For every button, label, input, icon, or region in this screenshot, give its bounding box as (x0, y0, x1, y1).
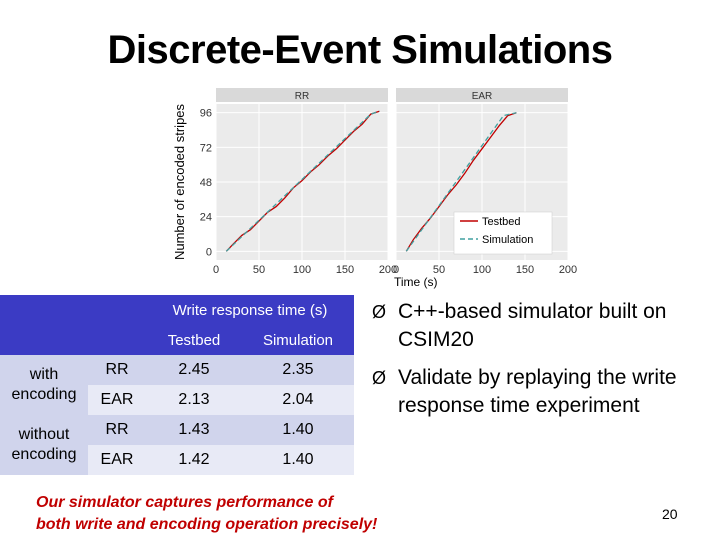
y-tick-label: 0 (206, 246, 212, 258)
bullet-item: Ø Validate by replaying the write respon… (372, 364, 702, 420)
table-row: with encoding RR 2.45 2.35 (0, 355, 354, 415)
simulation-cell: 2.35 (242, 355, 354, 385)
series-line-testbed (405, 112, 517, 252)
y-axis-label: Number of encoded stripes (172, 103, 187, 260)
x-tick-label: 100 (293, 264, 311, 276)
x-tick-label: 200 (379, 264, 397, 276)
simulation-cell: 2.04 (242, 385, 354, 415)
y-tick-label: 24 (200, 212, 212, 224)
table-header-row-1: Write response time (s) (0, 295, 354, 355)
table-row: EAR 1.42 1.40 (0, 445, 354, 475)
conclusion-line1: Our simulator captures performance of (36, 494, 333, 511)
table-header-row-2: Testbed Simulation (0, 325, 354, 355)
x-tick-label: 50 (253, 264, 265, 276)
testbed-cell: 2.13 (146, 385, 242, 415)
y-tick-label: 96 (200, 108, 212, 120)
x-tick-label: 0 (393, 264, 399, 276)
series-line-simulation (225, 110, 380, 252)
group-label-line2: encoding (11, 446, 77, 463)
scheme-cell: EAR (88, 385, 146, 415)
slide-title: Discrete-Event Simulations (107, 28, 613, 72)
legend-box (453, 211, 553, 255)
panel-title: RR (295, 91, 309, 102)
scheme-cell: EAR (88, 445, 146, 475)
arrow-bullet-icon: Ø (372, 302, 387, 322)
y-tick-label: 72 (200, 142, 212, 154)
bullet-item: Ø C++-based simulator built on CSIM20 (372, 298, 702, 354)
table-corner (0, 295, 146, 355)
x-tick-label: 150 (336, 264, 354, 276)
x-tick-label: 200 (559, 264, 577, 276)
legend-entry: Simulation (482, 234, 533, 246)
panel-strip (396, 88, 568, 102)
arrow-bullet-icon: Ø (372, 368, 387, 388)
x-tick-label: 50 (433, 264, 445, 276)
table-row: without encoding RR 1.43 1.40 (0, 415, 354, 475)
x-tick-label: 100 (473, 264, 491, 276)
col-testbed-header: Testbed (146, 325, 242, 355)
conclusion-line2: both write and encoding operation precis… (36, 516, 378, 533)
series-line-testbed (225, 110, 380, 252)
group-label-line1: without (18, 426, 70, 443)
scheme-cell: RR (88, 355, 146, 385)
group-label-line2: encoding (11, 386, 77, 403)
testbed-cell: 1.43 (146, 415, 242, 445)
panel-title: EAR (472, 91, 493, 102)
group-label-line1: with (29, 366, 59, 383)
simulation-cell: 1.40 (242, 445, 354, 475)
group-label-with-encoding: with encoding (0, 355, 88, 415)
bullet-text: Validate by replaying the write response… (398, 366, 677, 417)
x-axis-label: Time (s) (394, 275, 438, 289)
table-header-main: Write response time (s) (146, 295, 354, 325)
testbed-cell: 1.42 (146, 445, 242, 475)
testbed-cell: 2.45 (146, 355, 242, 385)
group-label-without-encoding: without encoding (0, 415, 88, 475)
scheme-cell: RR (88, 415, 146, 445)
panel-strip (216, 88, 388, 102)
y-tick-label: 48 (200, 177, 212, 189)
simulation-cell: 1.40 (242, 415, 354, 445)
page-number: 20 (662, 506, 678, 522)
x-tick-label: 0 (213, 264, 219, 276)
table-row: EAR 2.13 2.04 (0, 385, 354, 415)
bullet-list: Ø C++-based simulator built on CSIM20 Ø … (372, 298, 702, 430)
conclusion-note: Our simulator captures performance of bo… (36, 492, 377, 536)
response-time-table: Write response time (s) Testbed Simulati… (0, 295, 354, 475)
col-simulation-header: Simulation (242, 325, 354, 355)
x-tick-label: 150 (516, 264, 534, 276)
bullet-text: C++-based simulator built on CSIM20 (398, 300, 667, 351)
legend-entry: Testbed (482, 216, 521, 228)
